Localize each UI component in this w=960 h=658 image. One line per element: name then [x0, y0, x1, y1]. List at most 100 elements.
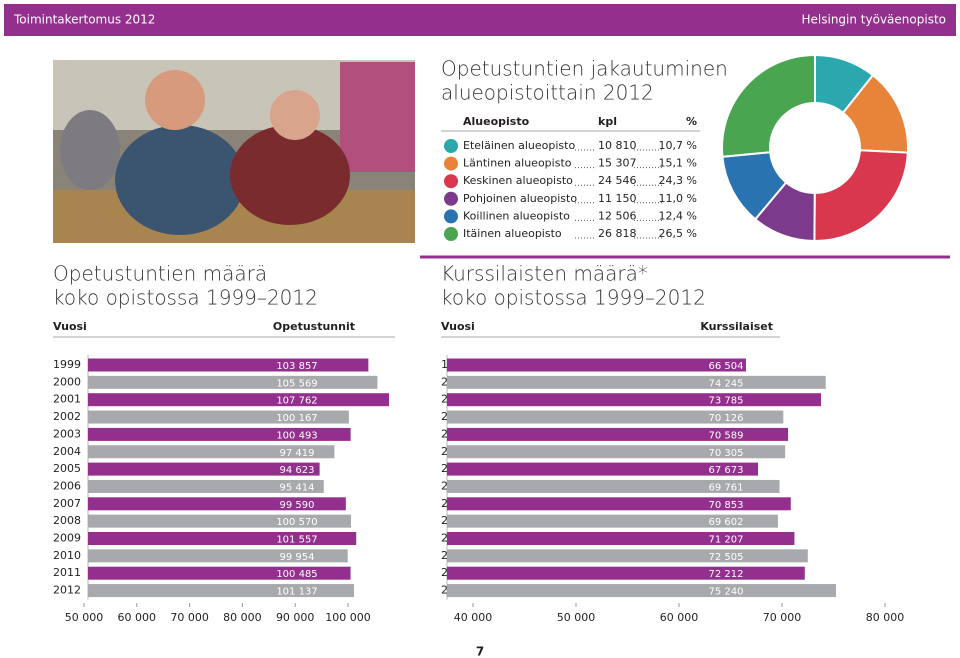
legend-dot — [444, 156, 458, 171]
year-label: 2007 — [53, 497, 81, 510]
year-label: 2003 — [53, 427, 81, 440]
bar — [88, 427, 351, 441]
bar — [88, 462, 320, 476]
bar — [88, 393, 389, 407]
header-bar — [4, 4, 956, 36]
year-label: 2010 — [53, 549, 81, 562]
bar — [88, 584, 355, 598]
value-label: 105 569 — [276, 378, 317, 389]
value-label: 73 785 — [709, 396, 744, 407]
value-label: 100 485 — [276, 569, 317, 580]
value-label: 74 245 — [709, 378, 744, 389]
bar — [447, 358, 746, 372]
bar — [447, 375, 826, 389]
bar — [88, 549, 348, 563]
year-label: 2005 — [53, 462, 81, 475]
x-tick-label: 70 000 — [170, 611, 209, 624]
page-number: 7 — [476, 645, 484, 658]
chart-title: Kurssilaisten määrä* — [441, 262, 648, 286]
value-label: 107 762 — [276, 396, 317, 407]
year-label: 2004 — [53, 445, 81, 458]
x-tick-label: 50 000 — [65, 611, 104, 624]
x-tick-label: 100 000 — [325, 611, 371, 624]
value-label: 100 493 — [276, 430, 317, 441]
column-header: % — [686, 115, 697, 128]
value-label: 66 504 — [709, 361, 744, 372]
year-label: 2009 — [53, 532, 81, 545]
bar — [88, 566, 351, 580]
bar — [447, 445, 786, 459]
year-label: 2000 — [53, 375, 81, 388]
value-label: 100 570 — [276, 517, 317, 528]
percent-label: 15,1 % — [659, 157, 697, 170]
value-label: 70 305 — [709, 448, 744, 459]
year-label: 2002 — [53, 410, 81, 423]
value-label: 70 853 — [709, 500, 744, 511]
chart-title: Opetustuntien jakautuminen — [441, 57, 728, 81]
legend-dot — [444, 191, 458, 206]
value-label: 69 761 — [709, 482, 744, 493]
bar — [447, 514, 778, 528]
legend-dot — [444, 174, 458, 189]
value-label: 67 673 — [709, 465, 744, 476]
value-label: 95 414 — [280, 482, 315, 493]
year-label: 2006 — [53, 479, 81, 492]
value-axis-label: Kurssilaiset — [700, 320, 773, 333]
header-right: Helsingin työväenopisto — [802, 13, 947, 27]
value-label: 100 167 — [276, 413, 317, 424]
percent-label: 12,4 % — [659, 209, 697, 222]
region-name: Itäinen alueopisto — [463, 227, 562, 240]
column-header: kpl — [598, 115, 617, 128]
region-name: Läntinen alueopisto — [463, 157, 572, 170]
count-label: 26 818 — [598, 227, 637, 240]
value-label: 94 623 — [280, 465, 315, 476]
bar — [447, 566, 805, 580]
header-left: Toimintakertomus 2012 — [13, 13, 155, 27]
bar — [447, 462, 759, 476]
legend-dot — [444, 227, 458, 241]
photo — [53, 60, 415, 243]
bar — [447, 410, 784, 424]
percent-label: 24,3 % — [659, 174, 697, 187]
value-label: 72 505 — [709, 552, 744, 563]
x-tick-label: 60 000 — [118, 611, 157, 624]
value-axis-label: Opetustunnit — [273, 320, 355, 333]
value-label: 71 207 — [709, 535, 744, 546]
x-tick-label: 80 000 — [223, 611, 262, 624]
x-tick-label: 70 000 — [763, 611, 802, 624]
bar — [447, 549, 808, 563]
year-label: 2012 — [53, 584, 81, 597]
region-name: Keskinen alueopisto — [463, 174, 573, 187]
x-tick-label: 80 000 — [866, 611, 905, 624]
x-tick-label: 60 000 — [660, 611, 699, 624]
bar — [447, 427, 789, 441]
legend-dot — [444, 209, 458, 224]
value-label: 70 589 — [709, 430, 744, 441]
column-header: Alueopisto — [463, 115, 530, 128]
bar — [88, 532, 357, 545]
bar — [88, 410, 349, 424]
region-name: Pohjoinen alueopisto — [463, 192, 577, 205]
category-axis-label: Vuosi — [441, 320, 475, 333]
chart-title: Opetustuntien määrä — [53, 262, 267, 286]
year-label: 1999 — [53, 358, 81, 371]
bar — [88, 479, 324, 493]
x-tick-label: 50 000 — [557, 611, 596, 624]
category-axis-label: Vuosi — [53, 320, 87, 333]
percent-label: 26,5 % — [659, 227, 697, 240]
x-tick-label: 90 000 — [276, 611, 315, 624]
value-label: 72 212 — [709, 569, 744, 580]
count-label: 12 506 — [598, 209, 637, 222]
count-label: 11 150 — [598, 192, 637, 205]
chart-title: alueopistoittain 2012 — [441, 81, 654, 105]
value-label: 70 126 — [709, 413, 744, 424]
bar — [88, 358, 369, 372]
value-label: 99 590 — [280, 500, 315, 511]
value-label: 101 557 — [276, 535, 317, 546]
bar — [88, 497, 346, 511]
bar — [447, 584, 836, 598]
donut-segment — [813, 149, 909, 243]
bar — [447, 497, 791, 511]
bar — [88, 445, 335, 459]
